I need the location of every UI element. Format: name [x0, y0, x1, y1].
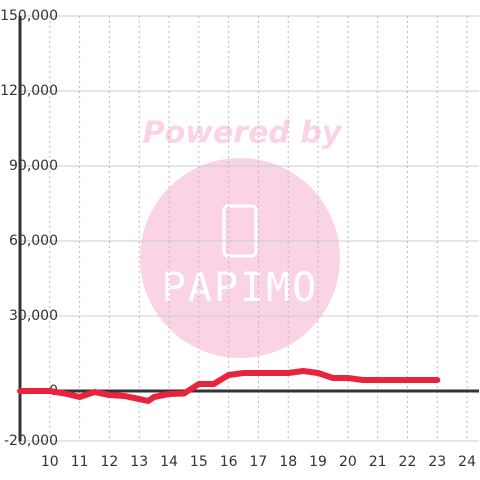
watermark-text: Powered by — [143, 116, 343, 151]
x-tick-label: 21 — [369, 454, 387, 470]
y-tick-label: 60,000 — [9, 233, 58, 249]
watermark-phone — [222, 204, 258, 258]
x-tick-label: 19 — [309, 454, 327, 470]
watermark-circle — [140, 158, 340, 358]
x-tick-label: 11 — [71, 454, 89, 470]
x-tick-label: 17 — [250, 454, 268, 470]
y-tick-label: -20,000 — [4, 433, 58, 449]
y-tick-label: 120,000 — [0, 83, 58, 99]
y-tick-label: 90,000 — [9, 158, 58, 174]
x-tick-label: 12 — [101, 454, 119, 470]
data-line — [17, 368, 441, 404]
x-tick-label: 20 — [339, 454, 357, 470]
x-tick-label: 15 — [190, 454, 208, 470]
y-tick-label: 30,000 — [9, 308, 58, 324]
x-tick-label: 10 — [41, 454, 59, 470]
x-tick-label: 13 — [130, 454, 148, 470]
x-tick-label: 24 — [458, 454, 476, 470]
x-tick-label: 14 — [160, 454, 178, 470]
y-tick-label: 150,000 — [0, 8, 58, 24]
x-tick-label: 22 — [399, 454, 417, 470]
x-tick-label: 23 — [428, 454, 446, 470]
x-tick-label: 18 — [279, 454, 297, 470]
watermark: Powered by PAPIMO — [140, 116, 343, 358]
x-tick-label: 16 — [220, 454, 238, 470]
watermark-logo: PAPIMO — [162, 265, 319, 311]
